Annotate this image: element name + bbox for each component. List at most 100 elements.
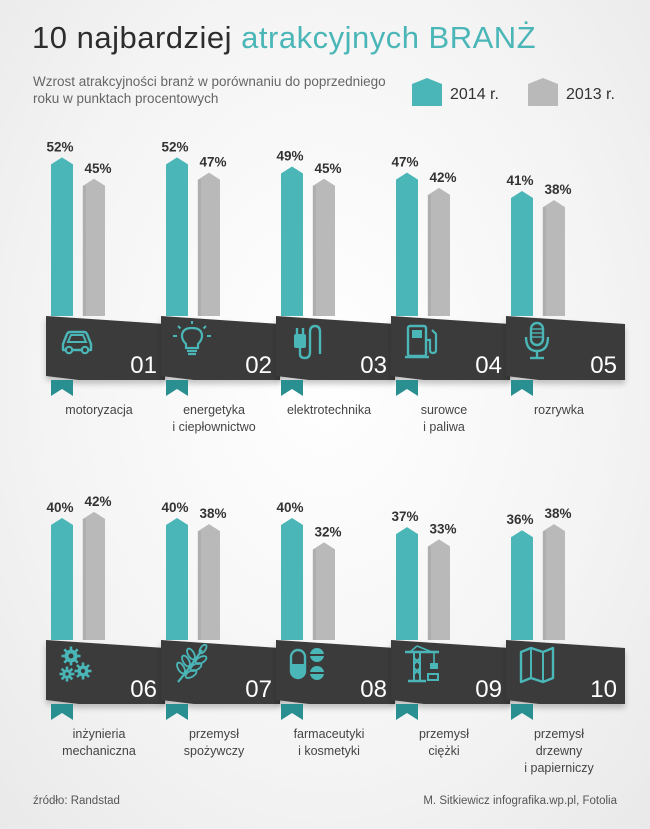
value-label-2013-08: 32% (314, 524, 341, 539)
category-label-03: elektrotechnika (264, 402, 394, 419)
category-ribbon-09 (396, 704, 418, 720)
value-label-2014-10: 36% (506, 512, 533, 527)
category-ribbon-04 (396, 380, 418, 396)
title-part-1: 10 najbardziej (32, 20, 233, 55)
value-label-2013-09: 33% (429, 521, 456, 536)
category-number-09: 09 (475, 676, 502, 703)
category-label-line: spożywczy (183, 744, 245, 758)
value-label-2014-04: 47% (391, 155, 418, 170)
bar-2013-09 (428, 539, 450, 640)
bar-2013-01 (83, 178, 105, 316)
category-ribbon-08 (281, 704, 303, 720)
value-label-2014-02: 52% (161, 139, 188, 154)
category-number-02: 02 (245, 352, 272, 379)
value-label-2014-01: 52% (46, 139, 73, 154)
bar-2014-08 (281, 518, 303, 640)
category-panel-07 (161, 640, 280, 704)
wheat-icon (176, 643, 208, 683)
category-number-10: 10 (590, 676, 617, 703)
category-label-09: przemysł ciężki (379, 726, 509, 760)
category-group-09: 37% 33% 09 (391, 509, 510, 720)
category-label-line: farmaceutyki (293, 727, 365, 741)
category-label-line: przemysł (418, 727, 469, 741)
bar-2014-10 (511, 530, 533, 640)
category-label-line: drzewny (535, 744, 583, 758)
category-label-02: energetyka i ciepłownictwo (149, 402, 279, 436)
category-label-07: przemysł spożywczy (149, 726, 279, 760)
credit-note: M. Sitkiewicz infografika.wp.pl, Fotolia (423, 795, 617, 807)
bar-2013-04 (428, 187, 450, 316)
value-label-2014-08: 40% (276, 500, 303, 515)
bar-2013-02 (198, 172, 220, 316)
category-ribbon-10 (511, 704, 533, 720)
legend-swatch-2014 (412, 78, 442, 106)
bar-2013-08 (313, 542, 335, 640)
category-panel-03 (276, 316, 395, 380)
category-label-line: ciężki (428, 744, 460, 758)
category-group-06: 40% 42% 06 (46, 494, 165, 720)
category-label-line: i paliwa (423, 420, 465, 434)
category-panel-10 (506, 640, 625, 704)
bar-2014-05 (511, 190, 533, 316)
category-label-line: przemysł (188, 727, 239, 741)
category-group-05: 41% 38% 05 (506, 173, 625, 396)
value-label-2013-04: 42% (429, 170, 456, 185)
car-icon (61, 330, 93, 355)
crane-icon (405, 645, 439, 683)
bar-2013-03 (313, 178, 335, 316)
legend-label-2014: 2014 r. (450, 86, 499, 103)
bar-2013-10 (543, 524, 565, 640)
category-label-05: rozrywka (494, 402, 624, 419)
category-ribbon-02 (166, 380, 188, 396)
value-label-2014-05: 41% (506, 173, 533, 188)
value-label-2014-03: 49% (276, 149, 303, 164)
category-number-08: 08 (360, 676, 387, 703)
category-label-line: elektrotechnika (286, 403, 372, 417)
bar-2014-09 (396, 527, 418, 640)
category-label-line: rozrywka (533, 403, 584, 417)
gears-icon (59, 646, 92, 682)
bar-2014-04 (396, 172, 418, 316)
value-label-2013-10: 38% (544, 506, 571, 521)
category-group-08: 40% 32% 08 (276, 500, 395, 720)
category-group-01: 52% 45% 01 (46, 139, 165, 396)
microphone-icon (524, 321, 550, 360)
category-label-line: surowce (420, 403, 468, 417)
category-group-02: 52% 47% 02 (161, 139, 280, 396)
category-group-03: 49% 45% 03 (276, 149, 395, 396)
map-icon (519, 646, 555, 684)
category-number-06: 06 (130, 676, 157, 703)
category-label-line: motoryzacja (65, 403, 133, 417)
category-label-01: motoryzacja (34, 402, 164, 419)
value-label-2013-02: 47% (199, 155, 226, 170)
category-group-10: 36% 38% 10 (506, 506, 625, 720)
category-label-line: mechaniczna (62, 744, 136, 758)
legend-swatch-2013 (528, 78, 558, 106)
category-number-05: 05 (590, 352, 617, 379)
value-label-2013-05: 38% (544, 182, 571, 197)
page-title: 10 najbardziej atrakcyjnych BRANŻ (32, 20, 536, 56)
source-note: źródło: Randstad (33, 795, 120, 807)
value-label-2014-09: 37% (391, 509, 418, 524)
value-label-2013-01: 45% (84, 161, 111, 176)
category-label-08: farmaceutyki i kosmetyki (264, 726, 394, 760)
bar-2014-01 (51, 157, 73, 316)
plug-icon (294, 324, 322, 360)
category-number-03: 03 (360, 352, 387, 379)
category-ribbon-03 (281, 380, 303, 396)
chart-subtitle: Wzrost atrakcyjności branż w porównaniu … (33, 74, 386, 106)
pills-icon (289, 648, 324, 680)
category-group-04: 47% 42% 04 (391, 155, 510, 396)
category-ribbon-07 (166, 704, 188, 720)
category-ribbon-05 (511, 380, 533, 396)
value-label-2013-03: 45% (314, 161, 341, 176)
category-ribbon-01 (51, 380, 73, 396)
category-label-line: i papierniczy (524, 761, 594, 775)
category-panel-05 (506, 316, 625, 380)
value-label-2014-06: 40% (46, 500, 73, 515)
bar-2013-05 (543, 200, 565, 316)
bar-2014-03 (281, 166, 303, 316)
category-ribbon-06 (51, 704, 73, 720)
category-label-line: inżynieria (72, 727, 126, 741)
